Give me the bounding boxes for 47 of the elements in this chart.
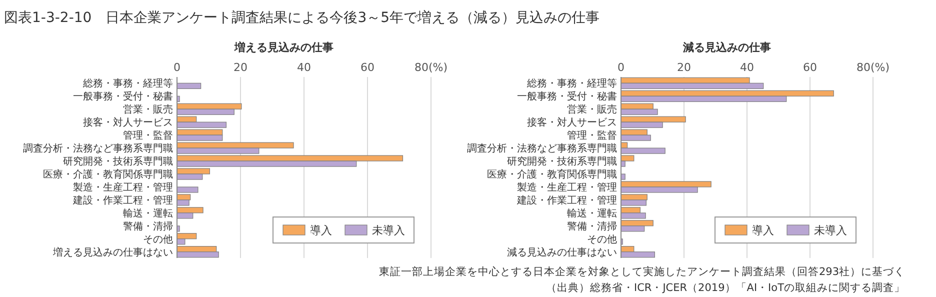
x-tick-label: 0 bbox=[174, 61, 180, 74]
x-tick-label: 0 bbox=[618, 61, 624, 74]
x-tick-label: 20 bbox=[234, 61, 248, 74]
y-tick-label: 営業・販売 bbox=[567, 104, 617, 116]
y-tick-label: 管理・監督 bbox=[567, 130, 617, 142]
y-tick-label: 営業・販売 bbox=[123, 104, 173, 116]
y-tick-label: その他 bbox=[587, 233, 617, 246]
x-tick-label: 40 bbox=[740, 61, 754, 74]
legend-label: 導入 bbox=[752, 224, 774, 237]
y-tick-label: 医療・介護・教育関係専門職 bbox=[43, 168, 173, 180]
x-tick-label: 60 bbox=[803, 61, 817, 74]
y-tick-label: 輸送・運転 bbox=[567, 207, 617, 220]
y-tick-label: 警備・清掃 bbox=[123, 220, 173, 232]
y-tick-label: 減る見込みの仕事はない bbox=[507, 246, 617, 258]
y-tick-label: 調査分析・法務など事務系専門職 bbox=[467, 142, 617, 155]
y-tick-label: 管理・監督 bbox=[123, 130, 173, 142]
y-tick-label: 医療・介護・教育関係専門職 bbox=[487, 168, 617, 180]
x-tick-label: 40 bbox=[297, 61, 311, 74]
x-tick-label: 80(%) bbox=[414, 61, 448, 74]
chart-title: 減る見込みの仕事 bbox=[682, 41, 771, 54]
y-tick-label: 調査分析・法務など事務系専門職 bbox=[23, 142, 173, 155]
x-tick-label: 80(%) bbox=[856, 61, 890, 74]
y-tick-label: 建設・作業工程・管理 bbox=[72, 194, 173, 206]
y-tick-label: 接客・対人サービス bbox=[527, 116, 617, 129]
y-tick-label: 製造・生産工程・管理 bbox=[517, 181, 617, 194]
y-tick-label: 研究開発・技術系専門職 bbox=[63, 156, 173, 168]
y-tick-label: 一般事務・受付・秘書 bbox=[517, 90, 617, 103]
y-tick-label: 総務・事務・経理等 bbox=[526, 78, 617, 90]
y-tick-label: 建設・作業工程・管理 bbox=[516, 194, 617, 206]
y-tick-label: 製造・生産工程・管理 bbox=[73, 181, 173, 194]
y-tick-label: 輸送・運転 bbox=[123, 207, 173, 220]
y-tick-label: 警備・清掃 bbox=[567, 220, 617, 232]
y-tick-label: 増える見込みの仕事はない bbox=[52, 246, 173, 258]
text: 図表1-3-2-10 日本企業アンケート調査結果による今後3～5年で増える（減る）見込みの仕事 bbox=[4, 9, 600, 26]
x-tick-label: 20 bbox=[677, 61, 691, 74]
y-tick-label: 一般事務・受付・秘書 bbox=[73, 90, 173, 103]
x-tick-label: 60 bbox=[360, 61, 374, 74]
y-tick-label: 研究開発・技術系専門職 bbox=[507, 156, 617, 168]
text: （出典）総務省・ICR・JCER（2019）「AI・IoTの取組みに関する調査」 bbox=[546, 281, 905, 294]
y-tick-label: 総務・事務・経理等 bbox=[82, 78, 173, 90]
legend-label: 未導入 bbox=[372, 224, 405, 237]
legend-label: 未導入 bbox=[814, 224, 847, 237]
chart-title: 増える見込みの仕事 bbox=[234, 41, 334, 54]
y-tick-label: 接客・対人サービス bbox=[83, 116, 173, 129]
y-tick-label: その他 bbox=[143, 233, 173, 246]
legend-label: 導入 bbox=[310, 224, 332, 237]
text: 東証一部上場企業を中心とする日本企業を対象として実施したアンケート調査結果（回答293社）に基づく bbox=[378, 265, 905, 278]
